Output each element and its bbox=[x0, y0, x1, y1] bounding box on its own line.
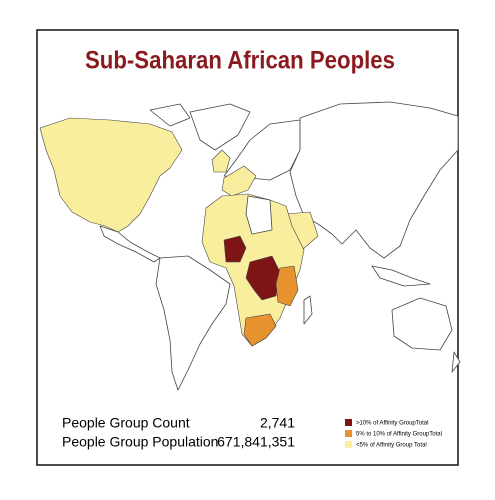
arctic-islands bbox=[149, 103, 191, 127]
legend: >10% of Affinity GroupTotal 5% to 10% of … bbox=[345, 419, 442, 449]
libya-egypt bbox=[245, 195, 273, 235]
nigeria bbox=[223, 235, 247, 263]
asia bbox=[289, 101, 459, 259]
world-map bbox=[39, 101, 461, 391]
stat-label: People Group Count bbox=[62, 415, 190, 431]
legend-swatch bbox=[345, 419, 352, 426]
north-america bbox=[39, 117, 183, 233]
stat-value: 2,741 bbox=[260, 415, 295, 431]
madagascar bbox=[303, 295, 313, 325]
legend-label: >10% of Affinity GroupTotal bbox=[356, 421, 428, 427]
legend-label: 5% to 10% of Affinity GroupTotal bbox=[356, 432, 442, 438]
western-europe bbox=[221, 165, 257, 197]
south-africa bbox=[243, 313, 277, 347]
stat-label: People Group Population bbox=[62, 434, 218, 450]
central-america bbox=[99, 225, 161, 263]
south-america bbox=[155, 255, 231, 391]
east-africa bbox=[275, 265, 299, 307]
legend-label: <5% of Affinity Group Total bbox=[356, 443, 427, 449]
british-isles bbox=[211, 149, 231, 173]
indonesia bbox=[371, 265, 431, 287]
new-zealand bbox=[451, 351, 461, 373]
stat-value: 671,841,351 bbox=[217, 434, 295, 450]
dr-congo bbox=[245, 255, 281, 301]
australia bbox=[391, 297, 453, 351]
legend-swatch bbox=[345, 430, 352, 437]
title: Sub-Saharan African Peoples bbox=[85, 47, 395, 75]
greenland bbox=[189, 103, 251, 151]
stats: People Group Count 2,741 People Group Popu… bbox=[62, 415, 295, 450]
legend-swatch bbox=[345, 441, 352, 448]
